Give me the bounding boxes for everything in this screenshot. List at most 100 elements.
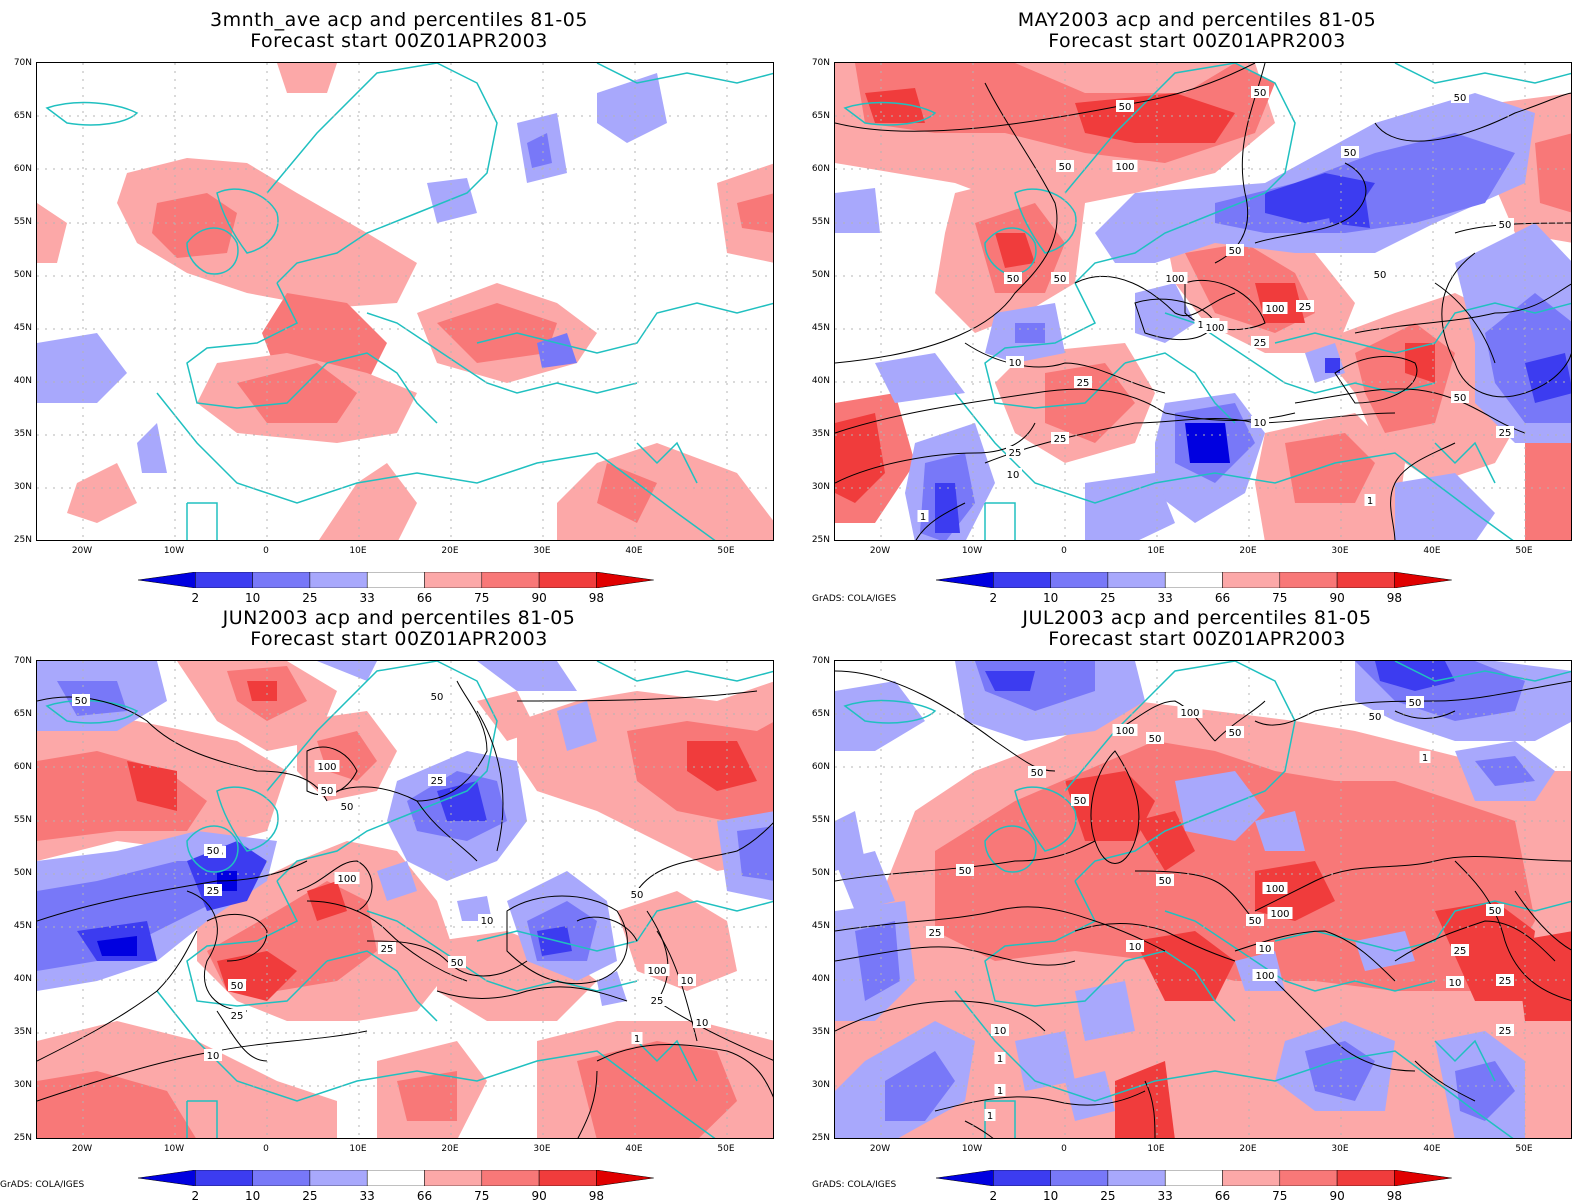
grid-lines	[37, 661, 773, 1138]
contour-labels: 50 50 100 50 100 50 50 50 100 50 100 25 50 10 10 25 10 25…	[926, 696, 1514, 1122]
contour-label-text: 50	[1374, 270, 1387, 281]
contour-label-text: 50	[207, 846, 220, 857]
colorbar-label: 25	[1100, 591, 1116, 605]
anomaly-shading	[835, 661, 1571, 1138]
contour-label: 100	[644, 964, 670, 977]
contour-label: 50	[1496, 218, 1514, 231]
contour-label-text: 100	[1205, 323, 1224, 334]
contour-label: 50	[1406, 696, 1424, 709]
map-svg: 5050501005050505050100100100251005025251…	[835, 63, 1571, 540]
contour-label: 10	[1446, 976, 1464, 989]
contour-label-text: 100	[1270, 909, 1289, 920]
contour-label-text: 50	[1254, 88, 1267, 99]
latitude-label: 25N	[811, 1133, 830, 1143]
latitude-label: 65N	[811, 709, 830, 719]
panel-title-line2: Forecast start 00Z01APR2003	[250, 30, 548, 52]
latitude-label: 25N	[811, 535, 830, 545]
colorbar-label: 33	[1157, 1189, 1173, 1203]
contour-label: 25	[1296, 300, 1314, 313]
map-svg: 50 50 100 50 100 50 50 50 100 50 100 25 50 10 10 25 10 25…	[835, 661, 1571, 1138]
colorbar-label: 2	[191, 1189, 200, 1203]
contour-label: 25	[926, 926, 944, 939]
contour-label: 10	[1006, 356, 1024, 369]
contour-label: 25	[1251, 336, 1269, 349]
panel-title-line1: 3mnth_ave acp and percentiles 81-05	[210, 9, 588, 31]
anomaly-shading	[835, 63, 1571, 540]
colorbar-label: 66	[416, 591, 433, 605]
contour-label-text: 50	[451, 958, 464, 969]
anomaly-shading	[37, 63, 773, 540]
contour-label: 1	[917, 510, 929, 523]
contour-label: 50	[204, 844, 222, 857]
colorbar-swatch	[1050, 1170, 1109, 1186]
colorbar-label: 2	[191, 591, 200, 605]
colorbar-arrow-low	[138, 1170, 196, 1186]
contour-label-text: 1	[997, 1054, 1003, 1065]
contour-label: 100	[1267, 907, 1293, 920]
contour-label-text: 50	[631, 890, 644, 901]
colorbar-swatch	[252, 1170, 311, 1186]
colorbar-label: 75	[474, 591, 490, 605]
contour-label-text: 50	[1499, 220, 1512, 231]
colorbar-label: 10	[244, 1189, 261, 1203]
contour-label-text: 1	[1367, 496, 1373, 507]
contour-lines	[835, 670, 1571, 1138]
colorbar-swatch	[1164, 1170, 1223, 1186]
contour-label-text: 50	[1409, 698, 1422, 709]
longitude-label: 20W	[71, 1144, 93, 1154]
colorbar-swatch	[1107, 572, 1166, 588]
contour-label: 50	[1246, 914, 1264, 927]
longitude-label: 30E	[1331, 546, 1349, 556]
contour-label-text: 10	[696, 1018, 709, 1029]
contour-label: 100	[1262, 882, 1288, 895]
contour-label: 50	[1251, 86, 1269, 99]
colorbar-swatch	[1279, 572, 1338, 588]
contour-label-text: 50	[1454, 393, 1467, 404]
contour-labels: 5050501005050505050100100100251005025251…	[917, 86, 1514, 523]
contour-label: 100	[1262, 302, 1288, 315]
contour-label: 100	[1112, 724, 1138, 737]
latitude-label: 40N	[811, 974, 830, 984]
colorbar-swatch	[538, 572, 597, 588]
contour-label: 100	[1162, 272, 1188, 285]
contour-label: 25	[204, 884, 222, 897]
colorbar-label: 33	[359, 1189, 375, 1203]
contour-label: 25	[1496, 974, 1514, 987]
latitude-label: 35N	[811, 1027, 830, 1037]
colorbar-arrow-high	[596, 572, 654, 588]
latitude-label: 60N	[811, 164, 830, 174]
colorbar-swatch	[424, 572, 483, 588]
contour-label: 50	[428, 690, 446, 703]
contour-label: 25	[1051, 432, 1069, 445]
colorbar-swatches	[936, 1170, 1452, 1186]
contour-label-text: 10	[1129, 942, 1142, 953]
longitude-label: 50E	[717, 1144, 735, 1154]
contour-label-text: 25	[381, 944, 394, 955]
colorbar-arrow-low	[936, 1170, 994, 1186]
contour-label-text: 10	[994, 1026, 1007, 1037]
latitude-label: 55N	[811, 217, 830, 227]
contour-label: 10	[693, 1016, 711, 1029]
contour-label: 50	[448, 956, 466, 969]
contour-label: 50	[1116, 100, 1134, 113]
contour-label: 25	[228, 1009, 246, 1022]
latitude-label: 65N	[13, 709, 32, 719]
contour-label: 10	[204, 1049, 222, 1062]
colorbar-swatch	[424, 1170, 483, 1186]
latitude-label: 25N	[13, 535, 32, 545]
colorbar-swatch	[1336, 572, 1395, 588]
contour-label: 50	[228, 979, 246, 992]
latitude-label: 25N	[13, 1133, 32, 1143]
contour-label: 50	[1226, 244, 1244, 257]
contour-label: 50	[1486, 904, 1504, 917]
contour-label-text: 50	[1229, 728, 1242, 739]
latitude-label: 45N	[13, 323, 32, 333]
contour-label: 10	[478, 914, 496, 927]
longitude-label: 20W	[869, 546, 891, 556]
contour-label-text: 50	[1344, 148, 1357, 159]
longitude-label: 50E	[717, 546, 735, 556]
map-svg: 50 50 100 50 50 25 50 25 100 25 10 25 50 10 50 100 25 10 5…	[37, 661, 773, 1138]
coastlines	[45, 63, 773, 540]
contour-label-text: 10	[481, 916, 494, 927]
longitude-label: 20E	[441, 546, 459, 556]
